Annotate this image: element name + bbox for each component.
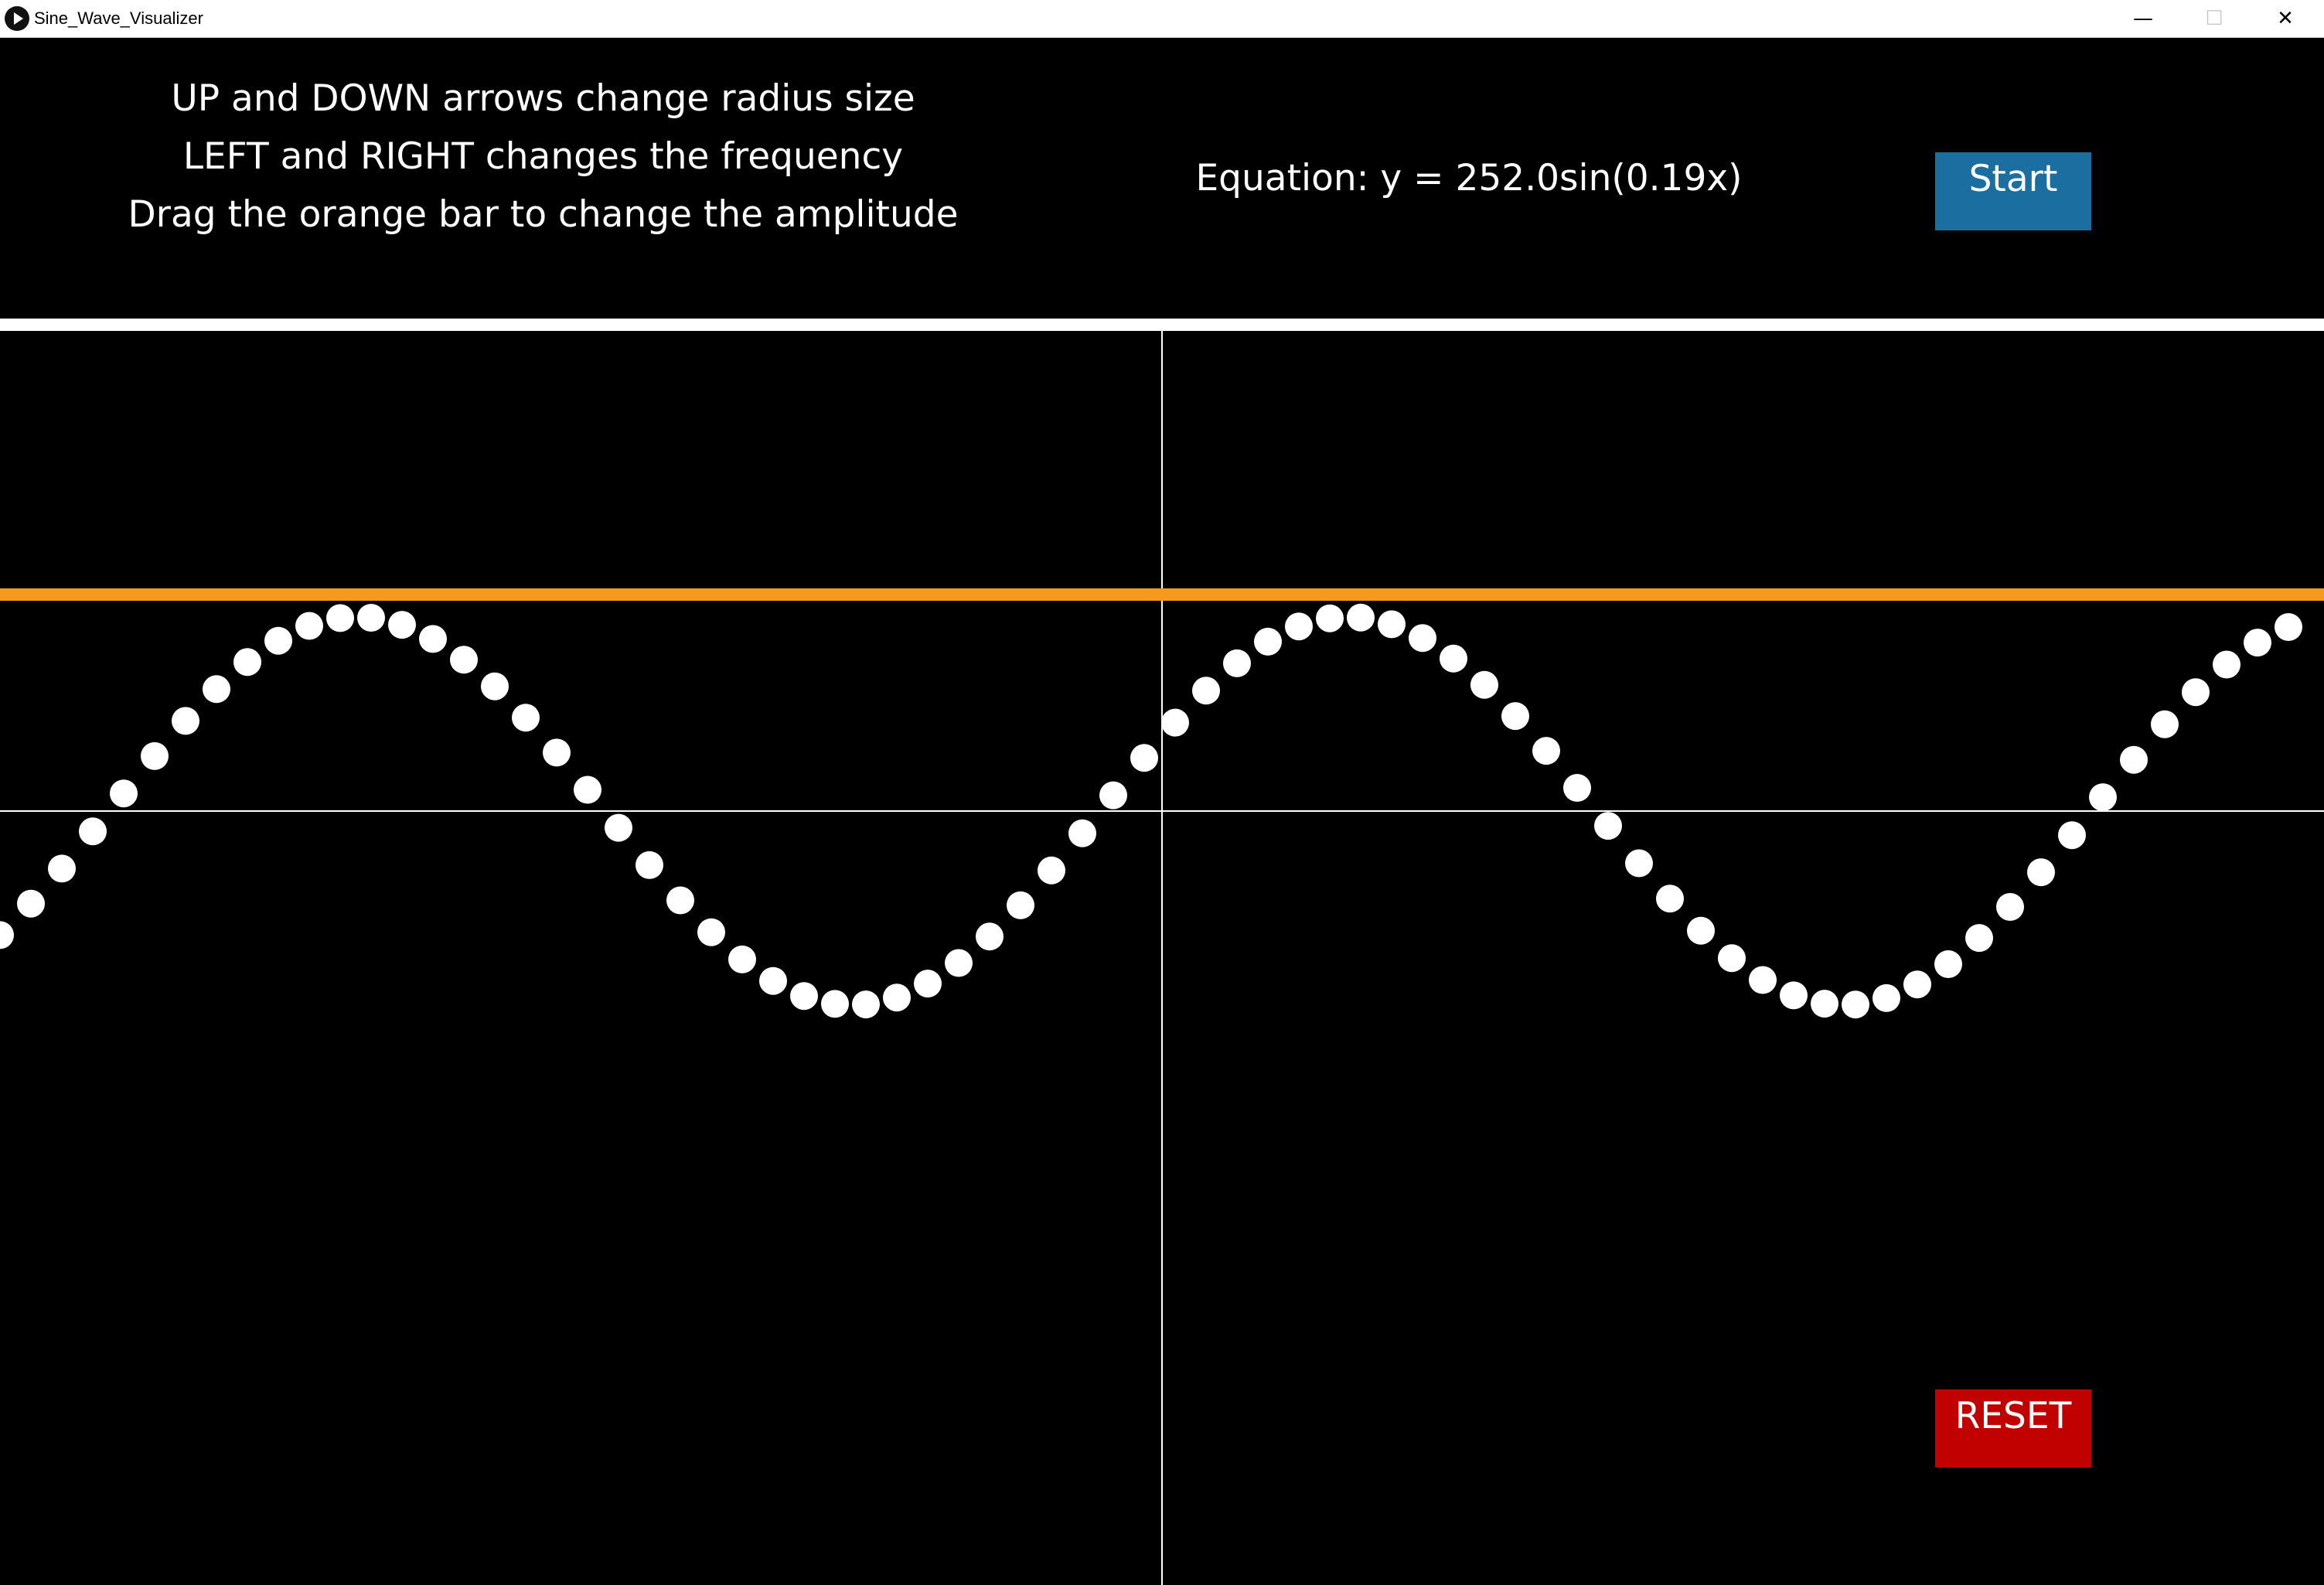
wave-dot xyxy=(2182,678,2210,707)
instructions: UP and DOWN arrows change radius size LE… xyxy=(62,70,1024,244)
minimize-button[interactable]: — xyxy=(2133,7,2153,30)
wave-dot xyxy=(1563,774,1591,802)
start-button[interactable]: Start xyxy=(1935,152,2091,230)
sine-wave-dots xyxy=(0,603,2302,1019)
window-title: Sine_Wave_Visualizer xyxy=(34,9,203,28)
wave-dot xyxy=(2058,821,2086,850)
wave-dot xyxy=(1470,670,1498,699)
wave-dot xyxy=(79,817,107,846)
wave-dot xyxy=(203,675,230,704)
wave-dot xyxy=(512,704,540,732)
instruction-radius: UP and DOWN arrows change radius size xyxy=(171,77,915,120)
wave-dot xyxy=(1007,891,1034,919)
wave-dot xyxy=(2213,650,2241,679)
wave-dot xyxy=(1965,924,1993,953)
wave-dot xyxy=(2120,745,2148,774)
wave-dot xyxy=(2275,613,2302,641)
wave-dot xyxy=(697,918,725,946)
reset-button[interactable]: RESET xyxy=(1935,1389,2091,1467)
wave-dot xyxy=(419,625,447,653)
wave-dot xyxy=(883,983,911,1012)
wave-dot xyxy=(326,604,354,632)
wave-dot xyxy=(1811,990,1838,1018)
wave-dot xyxy=(1440,644,1467,673)
wave-dot xyxy=(1409,624,1436,653)
wave-dot xyxy=(1161,708,1189,737)
instruction-amplitude: Drag the orange bar to change the amplit… xyxy=(128,193,959,236)
wave-dot xyxy=(2027,858,2055,887)
wave-dot xyxy=(666,886,694,915)
wave-dot xyxy=(357,604,385,632)
wave-dot xyxy=(1687,916,1715,945)
wave-dot xyxy=(1254,627,1282,656)
wave-dot xyxy=(1099,781,1127,810)
wave-dot xyxy=(48,854,76,883)
wave-dot xyxy=(141,741,169,770)
wave-dot xyxy=(914,970,942,998)
equation-label: Equation: y = 252.0sin(0.19x) xyxy=(1195,157,1743,199)
wave-dot xyxy=(636,850,663,879)
wave-dot xyxy=(1347,603,1375,632)
wave-dot xyxy=(1625,849,1653,878)
wave-dot xyxy=(1718,944,1746,973)
wave-dot xyxy=(481,672,509,700)
wave-dot xyxy=(728,945,756,973)
wave-dot xyxy=(110,779,138,808)
wave-dot xyxy=(388,611,416,639)
wave-dot xyxy=(0,921,14,949)
wave-dot xyxy=(574,775,601,804)
instruction-frequency: LEFT and RIGHT changes the frequency xyxy=(182,135,904,178)
wave-dot xyxy=(1285,612,1313,641)
wave-dot xyxy=(1378,610,1406,639)
wave-dot xyxy=(605,813,632,842)
play-icon xyxy=(5,6,29,31)
wave-dot xyxy=(1749,966,1777,994)
wave-dot xyxy=(1934,950,1962,978)
wave-dot xyxy=(295,612,323,640)
wave-dot xyxy=(2151,710,2179,738)
wave-dot xyxy=(450,646,478,674)
wave-dot xyxy=(2244,629,2271,657)
wave-dot xyxy=(1532,737,1560,765)
title-bar[interactable]: Sine_Wave_Visualizer — ☐ ✕ xyxy=(0,0,2324,38)
wave-dot xyxy=(1656,885,1684,913)
wave-dot xyxy=(976,922,1004,951)
wave-dot xyxy=(1501,702,1529,731)
amplitude-bar[interactable] xyxy=(0,588,2324,601)
wave-dot xyxy=(1223,649,1251,677)
wave-dot xyxy=(821,990,849,1018)
wave-dot xyxy=(1068,819,1096,847)
wave-dot xyxy=(1872,983,1900,1012)
close-button[interactable]: ✕ xyxy=(2277,7,2294,30)
wave-dot xyxy=(1038,856,1065,885)
wave-dot xyxy=(543,738,571,767)
wave-dot xyxy=(172,707,199,735)
wave-dot xyxy=(1903,970,1931,999)
wave-dot xyxy=(852,990,880,1019)
wave-dot xyxy=(1192,677,1220,705)
header-divider xyxy=(0,319,2324,331)
wave-dot xyxy=(1130,744,1158,772)
wave-dot xyxy=(17,889,45,918)
wave-dot xyxy=(233,648,261,677)
wave-dot xyxy=(264,626,292,655)
wave-dot xyxy=(1316,604,1344,632)
wave-dot xyxy=(1780,981,1808,1010)
wave-dot xyxy=(759,966,787,995)
wave-dot xyxy=(1996,893,2024,921)
wave-dot xyxy=(2089,783,2117,812)
wave-dot xyxy=(1842,990,1869,1019)
wave-dot xyxy=(945,949,973,977)
maximize-button[interactable]: ☐ xyxy=(2205,7,2223,30)
wave-dot xyxy=(1594,812,1622,840)
wave-dot xyxy=(790,982,818,1011)
